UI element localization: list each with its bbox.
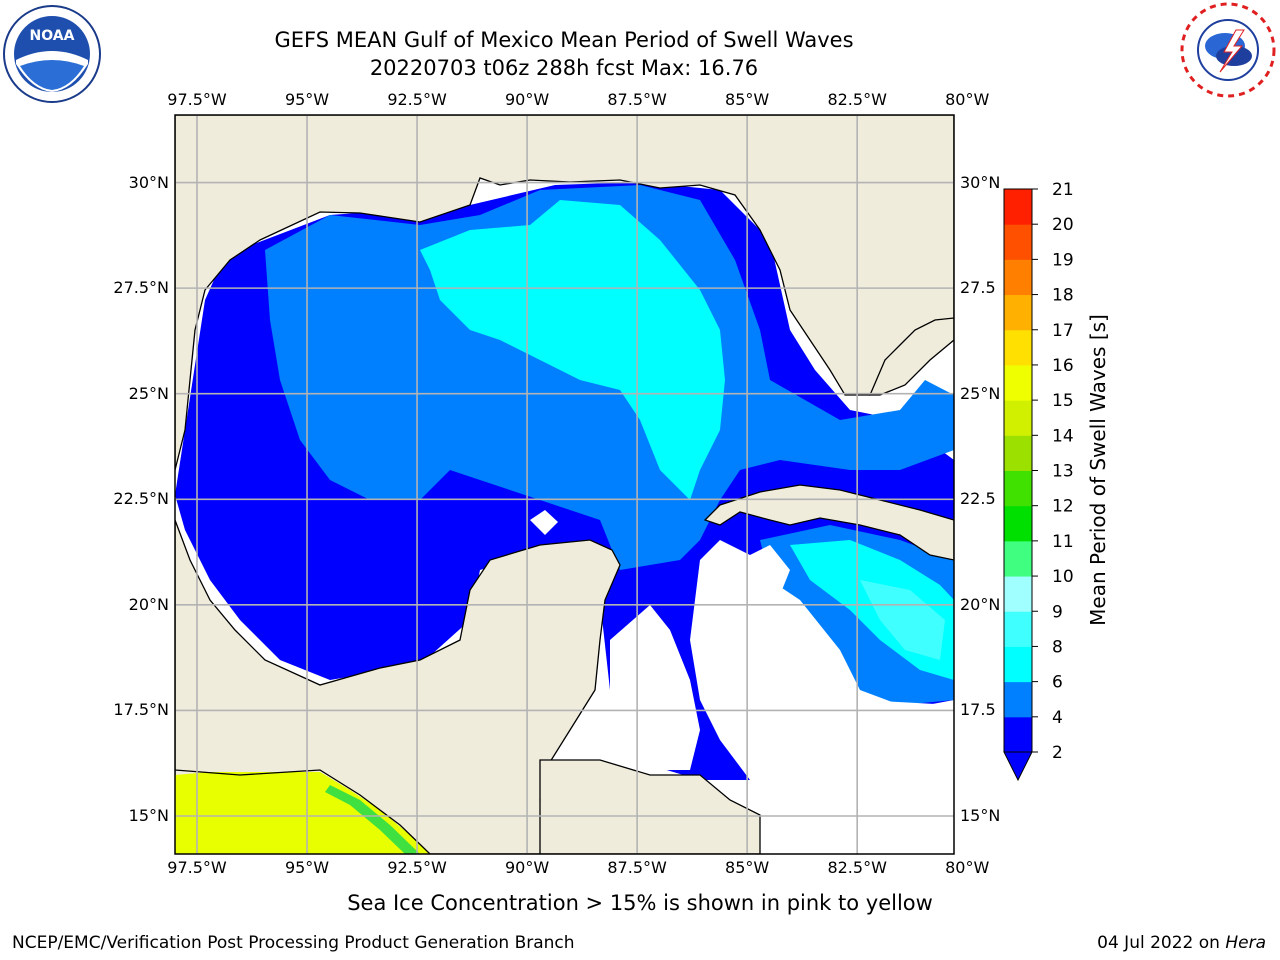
colorbar-label: Mean Period of Swell Waves [s] <box>1086 314 1110 626</box>
noaa-logo: NOAA <box>3 5 101 103</box>
lon-label-bottom-6: 82.5°W <box>827 858 887 877</box>
lon-label-top-2: 92.5°W <box>387 90 447 109</box>
sea-ice-region <box>175 772 430 854</box>
colorbar-swatch-10 <box>1004 364 1032 401</box>
lon-label-top-1: 95°W <box>284 90 330 109</box>
pacific-coastline <box>175 769 431 854</box>
lat-label-left-4: 20°N <box>128 594 169 614</box>
lon-label-bottom-0: 97.5°W <box>167 858 227 877</box>
colorbar-swatch-3 <box>1004 611 1032 647</box>
colorbar-swatch-6 <box>1004 505 1032 542</box>
colorbar-tick-label-14: 19 <box>1052 250 1074 270</box>
land-florida-tip <box>869 317 954 396</box>
colorbar-tick-label-9: 14 <box>1052 426 1074 446</box>
no-data-hole-0 <box>530 510 558 535</box>
lon-label-top-0: 97.5°W <box>167 90 227 109</box>
lon-label-bottom-1: 95°W <box>284 858 330 877</box>
footer-credit: NCEP/EMC/Verification Post Processing Pr… <box>12 933 575 953</box>
colorbar-swatch-13 <box>1004 259 1032 296</box>
lat-label-right-4: 20°N <box>960 594 1001 614</box>
no-data-hole-3 <box>800 690 860 780</box>
lat-label-right-1: 27.5 <box>960 278 996 298</box>
map-frame <box>174 114 955 855</box>
colorbar-tick-label-11: 16 <box>1052 356 1074 376</box>
swell-band-6-8 <box>420 200 725 500</box>
footer-date: 04 Jul 2022 on Hera <box>1097 933 1266 953</box>
no-data-hole-1 <box>610 605 700 770</box>
lon-label-bottom-2: 92.5°W <box>387 858 447 877</box>
nws-logo <box>1180 2 1276 98</box>
lon-label-top-6: 82.5°W <box>827 90 887 109</box>
colorbar-swatch-5 <box>1004 540 1032 577</box>
colorbar-swatch-8 <box>1004 435 1032 471</box>
colorbar-swatch-4 <box>1004 576 1032 612</box>
noaa-logo-text: NOAA <box>30 28 75 44</box>
colorbar-tick-label-10: 15 <box>1052 391 1074 411</box>
footer-date-text: 04 Jul 2022 on <box>1097 933 1226 953</box>
lat-label-left-5: 17.5°N <box>113 700 169 720</box>
colorbar-swatch-2 <box>1004 646 1032 683</box>
sea-ice-note: Sea Ice Concentration > 15% is shown in … <box>347 891 933 915</box>
map-content <box>175 115 954 854</box>
colorbar-tick-label-15: 20 <box>1052 215 1074 235</box>
colorbar-tick-label-5: 10 <box>1052 567 1074 587</box>
lat-label-left-0: 30°N <box>128 172 169 192</box>
gridlines <box>175 115 954 854</box>
colorbar-swatch-7 <box>1004 470 1032 507</box>
colorbar-swatch-9 <box>1004 400 1032 436</box>
colorbar-extend-min <box>1003 751 1033 782</box>
colorbar-tick-label-2: 6 <box>1052 673 1063 693</box>
colorbar-tick-label-3: 8 <box>1052 637 1063 657</box>
colorbar-tick-label-4: 9 <box>1052 602 1063 622</box>
colorbar-tick-label-6: 11 <box>1052 532 1074 552</box>
lat-label-right-3: 22.5 <box>960 489 996 509</box>
lon-label-bottom-7: 80°W <box>945 858 990 877</box>
no-data-hole-2 <box>740 545 790 595</box>
lon-label-top-3: 90°W <box>504 90 550 109</box>
colorbar-tick-label-0: 2 <box>1052 743 1063 763</box>
lon-label-bottom-5: 85°W <box>725 858 770 877</box>
colorbar-swatch-12 <box>1004 294 1032 331</box>
lat-label-right-2: 25°N <box>960 383 1001 403</box>
colorbar-tick-label-8: 13 <box>1052 462 1074 482</box>
lat-label-left-6: 15°N <box>128 805 169 825</box>
lon-label-top-4: 87.5°W <box>607 90 667 109</box>
lat-label-right-6: 15°N <box>960 805 1001 825</box>
chart-title: GEFS MEAN Gulf of Mexico Mean Period of … <box>274 28 854 52</box>
lon-label-top-7: 80°W <box>945 90 990 109</box>
lat-label-right-5: 17.5 <box>960 700 996 720</box>
colorbar-swatch-11 <box>1004 329 1032 366</box>
lon-label-bottom-3: 90°W <box>504 858 550 877</box>
lon-label-top-5: 85°W <box>725 90 770 109</box>
colorbar: 2 4 6 8 9 10 11 12 13 14 15 16 17 18 19 20 21 <box>1003 180 1074 782</box>
lat-label-left-1: 27.5°N <box>113 278 169 298</box>
lon-label-bottom-4: 87.5°W <box>607 858 667 877</box>
colorbar-swatch-0 <box>1004 716 1032 753</box>
land-central-america <box>539 759 761 854</box>
lat-label-right-0: 30°N <box>960 172 1001 192</box>
colorbar-swatch-1 <box>1004 681 1032 718</box>
forecast-info: 20220703 t06z 288h fcst Max: 16.76 <box>369 56 759 80</box>
land-cuba <box>703 484 954 561</box>
footer-machine: Hera <box>1225 933 1266 953</box>
colorbar-swatch-14 <box>1004 224 1032 260</box>
colorbar-tick-label-1: 4 <box>1052 708 1063 728</box>
sea-ice-edge <box>325 785 420 854</box>
lat-label-left-3: 22.5°N <box>113 489 169 509</box>
colorbar-tick-label-13: 18 <box>1052 286 1074 306</box>
colorbar-tick-label-12: 17 <box>1052 321 1074 341</box>
swell-band-4-6-patch <box>370 425 440 490</box>
swell-band-8-9-caribbean <box>860 580 945 660</box>
colorbar-swatch-15 <box>1004 189 1032 225</box>
colorbar-tick-label-7: 12 <box>1052 497 1074 517</box>
lat-label-left-2: 25°N <box>128 383 169 403</box>
colorbar-tick-label-16: 21 <box>1052 180 1074 200</box>
